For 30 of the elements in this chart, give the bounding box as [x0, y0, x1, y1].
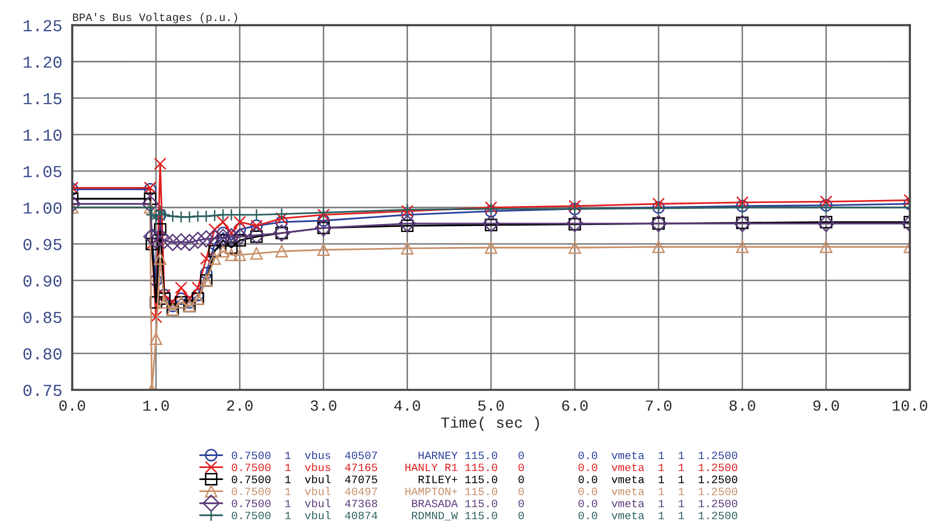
x-tick-label: 10.0	[892, 400, 928, 411]
legend-label: 0.7500 1 vbus 47165 HANLY R1 115.0 0 0.0 vmeta 1 1 1.2500	[232, 463, 738, 472]
legend-label: 0.7500 1 vbul 40497 HAMPTON+ 115.0 0 0.0 vmeta 1 1 1.2500	[232, 487, 738, 496]
x-axis-title: Time( sec )	[441, 416, 539, 431]
x-tick-label: 5.0	[478, 400, 504, 411]
y-tick-label: 1.15	[24, 93, 62, 104]
y-tick-label: 1.10	[24, 129, 62, 141]
chart-title: BPA's Bus Voltages (p.u.)	[73, 12, 238, 24]
legend-label: 0.7500 1 vbul 47075 RILEY+ 115.0 0 0.0 vmeta 1 1 1.2500	[232, 475, 738, 484]
x-tick-label: 7.0	[646, 400, 672, 411]
y-tick-label: 0.75	[24, 384, 62, 396]
x-tick-label: 0.0	[59, 400, 86, 411]
y-tick-label: 0.95	[24, 238, 62, 250]
y-tick-label: 0.85	[24, 312, 62, 324]
y-tick-label: 1.00	[24, 202, 62, 214]
x-tick-label: 2.0	[227, 400, 253, 411]
legend-label: 0.7500 1 vbul 47368 BRASADA 115.0 0 0.0 vmeta 1 1 1.2500	[232, 499, 738, 508]
x-tick-label: 4.0	[394, 400, 420, 411]
x-tick-label: 8.0	[730, 400, 756, 411]
y-tick-label: 0.80	[24, 348, 62, 360]
y-tick-label: 1.25	[24, 20, 62, 32]
legend-label: 0.7500 1 vbus 40507 HARNEY 115.0 0 0.0 vmeta 1 1 1.2500	[232, 450, 738, 460]
y-tick-label: 1.20	[24, 56, 62, 68]
y-tick-label: 0.90	[24, 275, 62, 287]
y-tick-label: 1.05	[24, 166, 62, 178]
x-tick-label: 6.0	[562, 400, 588, 411]
x-tick-label: 1.0	[143, 400, 169, 411]
x-tick-label: 9.0	[813, 400, 839, 411]
legend-label: 0.7500 1 vbul 40874 RDMND_W 115.0 0 0.0 vmeta 1 1 1.2500	[232, 511, 738, 520]
x-tick-label: 3.0	[310, 400, 336, 411]
